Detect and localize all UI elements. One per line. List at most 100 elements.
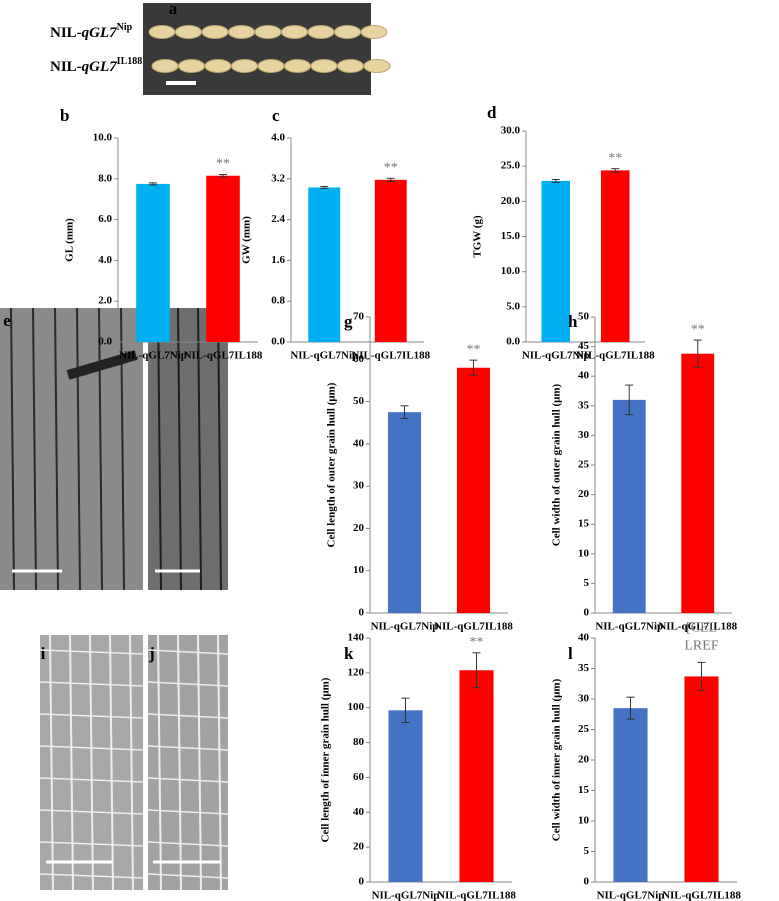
x-tick-label: NIL-qGL7Nip [595, 621, 663, 633]
label-prefix: NIL- [50, 25, 82, 41]
label-sup: IL188 [117, 56, 143, 67]
annotation: ** [216, 157, 230, 172]
grain [201, 25, 229, 39]
photo-grains [143, 3, 371, 95]
cell-wall [39, 809, 144, 815]
y-tick-label: 2.0 [98, 295, 112, 307]
grain [148, 25, 176, 39]
cell-wall [217, 634, 222, 891]
annotation: LREF [684, 639, 718, 654]
bar [541, 180, 571, 342]
grain-label: NIL-qGL7IL188 [50, 56, 142, 75]
y-tick-label: 2.4 [271, 213, 285, 225]
panel-letter: i [41, 644, 46, 663]
cell-wall [177, 634, 182, 891]
annotation: ** [384, 161, 398, 176]
hair [66, 350, 138, 380]
grain [228, 25, 255, 39]
cell-wall [147, 681, 229, 687]
cell-wall [49, 634, 54, 891]
cell-wall [39, 681, 144, 687]
bar [459, 670, 494, 882]
y-tick-label: 20 [578, 488, 590, 500]
cell-wall [39, 777, 144, 783]
x-tick-label: NIL-qGL7IL188 [437, 890, 516, 901]
y-tick-label: 30 [578, 693, 590, 705]
cell-wall [217, 307, 222, 591]
y-tick-label: 20 [353, 841, 365, 853]
y-tick-label: 35 [578, 662, 590, 674]
y-tick-label: 20 [353, 522, 365, 534]
cell-wall [39, 649, 144, 655]
bar [456, 367, 491, 613]
grain [284, 59, 311, 73]
y-tick-label: 5 [584, 845, 590, 857]
y-tick-label: 70 [353, 311, 365, 323]
cell-wall [157, 307, 162, 591]
y-tick-label: 0.0 [506, 336, 520, 348]
annotation: ** [470, 635, 484, 650]
y-tick-label: 10 [578, 815, 590, 827]
cell-wall [177, 307, 182, 591]
y-tick-label: 20 [578, 754, 590, 766]
x-tick-label: NIL-qGL7Nip [371, 621, 439, 633]
y-tick-label: 50 [353, 395, 365, 407]
cell-wall [98, 307, 103, 591]
y-tick-label: 100 [348, 701, 365, 713]
y-tick-label: 6.0 [98, 213, 112, 225]
y-tick-label: 5 [584, 577, 590, 589]
y-tick-label: 10.0 [93, 132, 113, 144]
cell-wall [54, 307, 59, 591]
y-tick-label: 35 [578, 399, 590, 411]
grain [178, 59, 205, 73]
cell-wall [32, 307, 37, 591]
y-tick-label: 10 [578, 547, 590, 559]
grain [204, 59, 232, 73]
cell-wall [10, 307, 15, 591]
panel-letter: j [148, 644, 155, 663]
y-tick-label: 45 [578, 340, 590, 352]
y-tick-label: 20.0 [501, 195, 521, 207]
cell-wall [76, 307, 81, 591]
y-tick-label: 40 [578, 632, 590, 644]
y-tick-label: 0 [584, 607, 590, 619]
cell-wall [39, 873, 144, 879]
y-tick-label: 140 [348, 632, 365, 644]
y-axis-label: TGW (g) [472, 215, 484, 258]
cell-wall [39, 713, 144, 719]
y-axis-label: Cell width of outer grain hull (μm) [551, 383, 563, 546]
y-tick-label: 25.0 [501, 160, 521, 172]
y-tick-label: 0 [359, 876, 365, 888]
cell-wall [109, 634, 114, 891]
bar [613, 708, 648, 882]
label-prefix: NIL- [50, 59, 82, 75]
x-tick-label: NIL-qGL7Nip [372, 890, 440, 901]
grain [360, 25, 388, 39]
y-tick-label: 5.0 [506, 300, 520, 312]
annotation: ** [608, 151, 622, 166]
panel-letter: d [487, 103, 497, 122]
cell-wall [147, 873, 229, 879]
y-tick-label: 8.0 [98, 172, 112, 184]
y-tick-label: 120 [348, 666, 365, 678]
grain-label: NIL-qGL7Nip [50, 22, 133, 41]
y-tick-label: 15 [578, 518, 590, 530]
panel-letter: g [344, 312, 353, 331]
cell-wall [157, 634, 162, 891]
y-tick-label: 30 [353, 480, 365, 492]
grain [307, 25, 335, 39]
cell-wall [197, 634, 202, 891]
x-tick-label: NIL-qGL7IL188 [184, 350, 263, 362]
cell-wall [69, 634, 74, 891]
label-gene: qGL7 [82, 25, 117, 41]
label-sup: Nip [117, 22, 133, 33]
cell-wall [147, 649, 229, 655]
annotation: ** [467, 342, 481, 357]
y-tick-label: 3.2 [271, 172, 285, 184]
grain [334, 25, 361, 39]
cell-wall [129, 634, 134, 891]
bar [387, 412, 422, 613]
grain [257, 59, 285, 73]
bar [681, 353, 715, 613]
